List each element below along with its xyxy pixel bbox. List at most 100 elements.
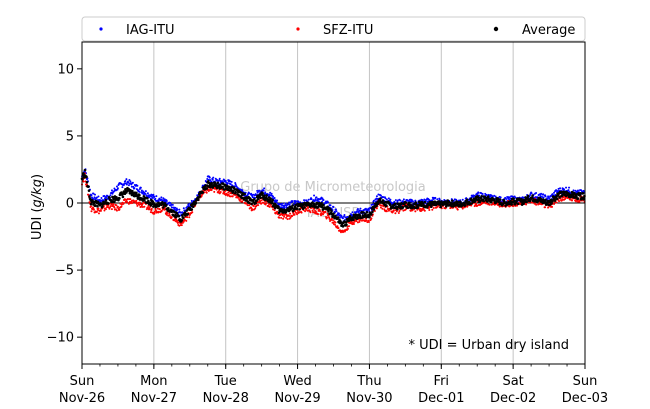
data-point [206, 177, 209, 180]
data-point [167, 207, 170, 210]
data-point [154, 197, 157, 200]
data-point [375, 195, 378, 198]
data-point [352, 222, 355, 225]
data-point [512, 199, 516, 203]
data-point [264, 191, 267, 194]
data-point [113, 206, 116, 209]
data-point [246, 204, 249, 207]
legend-box [81, 16, 586, 42]
data-point [131, 201, 134, 204]
data-point [360, 219, 363, 222]
data-point [104, 198, 108, 202]
data-point [188, 216, 191, 219]
data-point [510, 203, 513, 206]
data-point [489, 196, 492, 199]
data-point [320, 214, 323, 217]
data-point [135, 191, 138, 195]
data-point [499, 196, 502, 199]
legend: IAG-ITU SFZ-ITU Average [81, 16, 586, 42]
data-point [219, 179, 222, 182]
data-point [144, 190, 147, 193]
data-point [380, 204, 383, 207]
data-point [200, 194, 203, 197]
data-point [224, 179, 227, 182]
data-point [150, 207, 153, 210]
data-point [318, 208, 321, 211]
y-axis-label: UDI (g/kg) [30, 174, 45, 240]
data-point [151, 197, 154, 200]
data-point [315, 211, 318, 213]
data-point [535, 203, 538, 206]
data-point [324, 210, 327, 213]
data-point [94, 204, 97, 207]
data-point [423, 209, 426, 212]
data-point [252, 193, 255, 196]
data-point [157, 199, 160, 202]
data-point [272, 208, 275, 211]
data-point [291, 204, 294, 207]
data-point [565, 186, 568, 189]
data-point [332, 212, 335, 215]
data-point [456, 208, 459, 211]
data-point [198, 195, 202, 198]
data-point [346, 227, 349, 230]
data-point [125, 178, 128, 181]
data-point [526, 194, 530, 198]
data-point [212, 176, 215, 179]
data-point [126, 198, 129, 201]
data-point [426, 205, 429, 209]
data-point [176, 219, 179, 222]
data-point [234, 183, 237, 186]
x-tick-date: Nov-26 [59, 391, 105, 406]
data-point [337, 212, 340, 215]
data-point [578, 200, 581, 203]
data-point [170, 203, 173, 206]
data-point [109, 194, 112, 197]
data-point [506, 195, 509, 198]
data-point [558, 196, 561, 199]
data-point [332, 219, 334, 222]
data-point [277, 206, 280, 209]
data-point [399, 199, 402, 202]
data-point [553, 191, 556, 194]
data-point [491, 203, 494, 206]
data-point [116, 187, 119, 190]
data-point [93, 196, 96, 199]
data-point [335, 208, 337, 211]
data-point [303, 206, 306, 209]
data-point [289, 212, 292, 215]
data-point [143, 199, 146, 202]
x-tick-day: Tue [214, 374, 237, 389]
data-point [229, 195, 232, 198]
data-point [530, 192, 533, 195]
data-point [113, 200, 116, 203]
data-point [444, 205, 448, 208]
data-point [408, 201, 411, 205]
data-point [542, 193, 545, 196]
data-point [526, 196, 529, 200]
data-point [351, 211, 354, 214]
data-point [188, 202, 191, 205]
data-point [529, 194, 532, 197]
data-point [97, 212, 100, 215]
data-point [368, 215, 371, 219]
data-point [303, 199, 306, 202]
data-point [293, 213, 296, 216]
data-point [370, 213, 373, 216]
data-point [128, 200, 131, 203]
data-point [379, 206, 382, 209]
data-point [307, 198, 310, 201]
data-point [431, 208, 434, 211]
data-point [335, 210, 338, 213]
data-point [307, 206, 310, 209]
data-point [182, 207, 185, 210]
data-point [461, 207, 464, 210]
data-point [156, 207, 159, 210]
data-point [294, 200, 297, 203]
data-point [133, 187, 136, 190]
data-point [291, 200, 294, 203]
data-point [508, 198, 511, 201]
data-point [493, 194, 496, 197]
data-point [571, 199, 574, 202]
data-point [231, 195, 234, 198]
